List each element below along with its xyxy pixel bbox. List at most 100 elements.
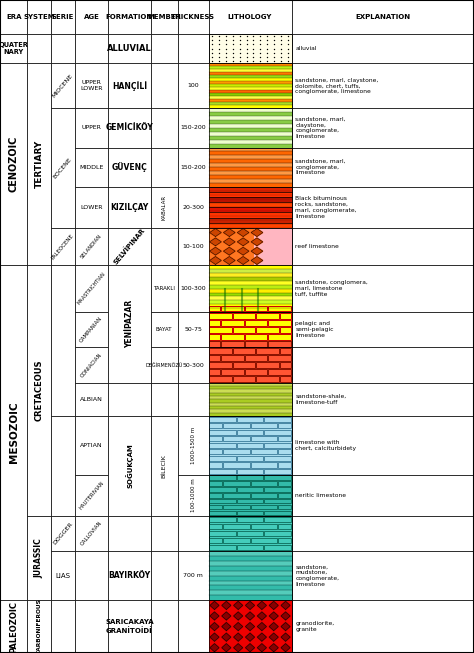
Bar bbox=[209, 392, 292, 396]
Polygon shape bbox=[234, 601, 243, 609]
Polygon shape bbox=[246, 622, 255, 631]
Bar bbox=[280, 362, 291, 368]
Bar bbox=[178, 383, 209, 416]
Bar bbox=[178, 108, 209, 148]
Bar bbox=[209, 179, 292, 183]
Bar bbox=[209, 296, 292, 300]
Text: alluvial: alluvial bbox=[295, 46, 317, 51]
Bar bbox=[151, 516, 178, 551]
Bar bbox=[151, 34, 178, 63]
Polygon shape bbox=[234, 633, 243, 641]
Polygon shape bbox=[210, 644, 219, 652]
Text: neritic limestone: neritic limestone bbox=[295, 493, 346, 498]
Bar bbox=[51, 63, 75, 108]
Bar bbox=[151, 347, 178, 383]
Text: sandstone, conglomera,
marl, limestone
tuff, tuffite: sandstone, conglomera, marl, limestone t… bbox=[295, 280, 368, 297]
Bar bbox=[209, 112, 292, 116]
Bar bbox=[209, 595, 292, 600]
Bar bbox=[27, 0, 51, 34]
Bar bbox=[75, 416, 108, 475]
Bar bbox=[233, 362, 255, 368]
Bar bbox=[209, 167, 292, 171]
Bar bbox=[178, 516, 209, 551]
Text: 10-100: 10-100 bbox=[182, 244, 204, 249]
Bar bbox=[221, 341, 244, 347]
Bar bbox=[292, 347, 474, 383]
Polygon shape bbox=[257, 601, 266, 609]
Bar bbox=[108, 187, 151, 228]
Bar bbox=[0, 34, 27, 63]
Bar bbox=[209, 511, 236, 515]
Bar bbox=[256, 376, 279, 382]
Polygon shape bbox=[281, 633, 290, 641]
Bar bbox=[75, 312, 108, 347]
Bar bbox=[209, 417, 236, 422]
Bar bbox=[209, 88, 292, 90]
Bar bbox=[151, 265, 178, 312]
Polygon shape bbox=[246, 612, 255, 620]
Polygon shape bbox=[210, 622, 219, 631]
Bar bbox=[108, 416, 151, 516]
Bar bbox=[209, 585, 292, 590]
Text: UPPER
LOWER: UPPER LOWER bbox=[80, 80, 103, 91]
Polygon shape bbox=[210, 633, 219, 641]
Text: BİLECİK: BİLECİK bbox=[162, 454, 167, 478]
Polygon shape bbox=[257, 612, 266, 620]
Bar bbox=[264, 517, 291, 522]
Bar bbox=[264, 487, 291, 492]
Bar bbox=[278, 481, 291, 486]
Polygon shape bbox=[224, 238, 235, 246]
Polygon shape bbox=[281, 601, 290, 609]
Bar bbox=[268, 320, 291, 326]
Polygon shape bbox=[210, 247, 221, 255]
Text: LOWER: LOWER bbox=[80, 205, 103, 210]
Bar bbox=[209, 202, 292, 207]
Bar bbox=[209, 171, 292, 175]
Bar bbox=[108, 228, 151, 265]
Bar bbox=[75, 347, 108, 383]
Text: EXPLANATION: EXPLANATION bbox=[355, 14, 410, 20]
Bar bbox=[209, 430, 236, 435]
Bar bbox=[237, 430, 264, 435]
Bar bbox=[27, 516, 51, 600]
Text: GÜVENÇ: GÜVENÇ bbox=[111, 162, 147, 172]
Bar bbox=[280, 313, 291, 319]
Polygon shape bbox=[234, 612, 243, 620]
Bar bbox=[178, 187, 209, 228]
Text: sandstone-shale,
limestone-tuff: sandstone-shale, limestone-tuff bbox=[295, 394, 346, 405]
Text: YENİPAZAR: YENİPAZAR bbox=[125, 300, 134, 348]
Polygon shape bbox=[251, 238, 263, 246]
Text: CALLOVIAN: CALLOVIAN bbox=[80, 520, 103, 547]
Polygon shape bbox=[222, 622, 231, 631]
Bar bbox=[223, 423, 249, 428]
Polygon shape bbox=[257, 622, 266, 631]
Bar bbox=[178, 34, 209, 63]
Bar bbox=[264, 456, 291, 461]
Bar bbox=[250, 524, 277, 530]
Text: 50-75: 50-75 bbox=[184, 327, 202, 332]
Text: PALEOCENE: PALEOCENE bbox=[51, 232, 75, 261]
Bar bbox=[209, 436, 222, 441]
Bar bbox=[51, 265, 75, 416]
Bar bbox=[209, 212, 292, 217]
Text: CAMPANIAN: CAMPANIAN bbox=[79, 316, 104, 343]
Bar bbox=[209, 34, 292, 63]
Bar bbox=[237, 545, 264, 550]
Bar bbox=[209, 556, 292, 561]
Text: sandstone, marl, claystone,
dolomite, chert, tuffs,
conglomerate, limestone: sandstone, marl, claystone, dolomite, ch… bbox=[295, 78, 379, 94]
Bar bbox=[209, 300, 292, 304]
Text: UPPER: UPPER bbox=[82, 125, 101, 131]
Bar bbox=[209, 341, 232, 347]
Bar bbox=[292, 228, 474, 265]
Polygon shape bbox=[281, 622, 290, 631]
Bar bbox=[221, 320, 244, 326]
Bar bbox=[209, 312, 292, 347]
Text: 100-1000 m: 100-1000 m bbox=[191, 479, 196, 512]
Text: JURASSIC: JURASSIC bbox=[35, 538, 44, 578]
Polygon shape bbox=[246, 601, 255, 609]
Polygon shape bbox=[251, 247, 263, 255]
Text: SERIE: SERIE bbox=[52, 14, 74, 20]
Bar bbox=[108, 516, 151, 551]
Bar bbox=[151, 187, 178, 228]
Bar bbox=[250, 436, 277, 441]
